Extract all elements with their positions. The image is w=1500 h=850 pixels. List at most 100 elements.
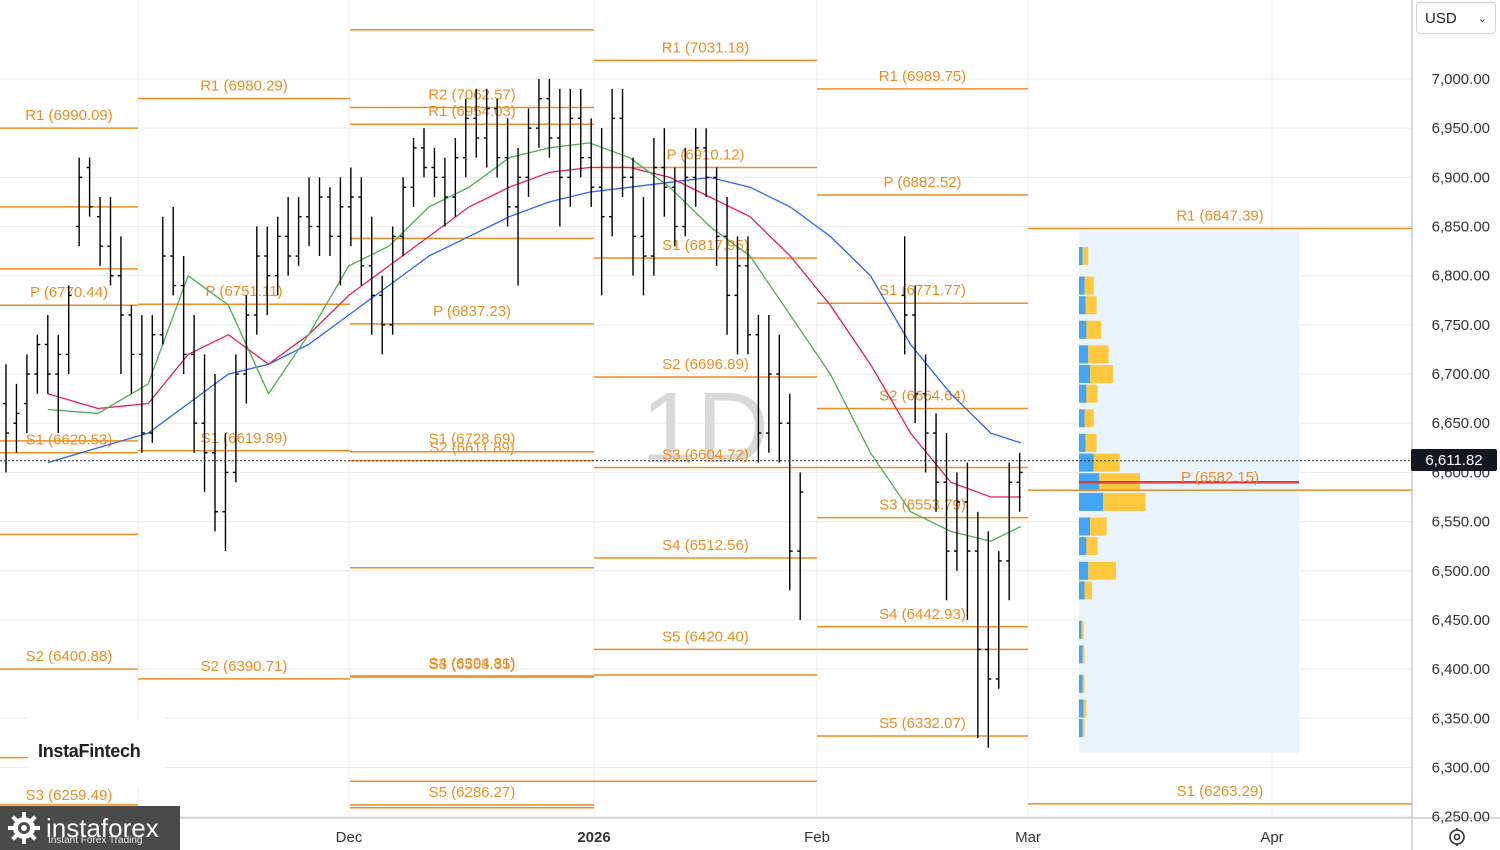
ohlc-bar [222,433,229,552]
target-settings-icon [1449,828,1465,846]
volume-bar-yellow [1086,384,1098,403]
pivot-label: S3 (6604.72) [662,446,749,463]
pivot-label: S1 (6771.77) [879,282,966,299]
ohlc-bar [326,187,333,257]
volume-bar-yellow [1082,719,1085,738]
volume-bar-blue [1079,433,1086,452]
volume-bar-blue [1079,645,1083,664]
pivot-label: S5 (6420.40) [662,628,749,645]
time-tick-label: Dec [336,829,363,846]
volume-bar-blue [1079,674,1083,693]
ohlc-bar [933,413,940,512]
ohlc-bar [630,157,636,276]
volume-bar-yellow [1086,537,1098,556]
volume-profile [1079,231,1299,753]
ohlc-bar [306,177,313,247]
volume-bar-yellow [1081,620,1084,639]
broker-name: instaforex [46,813,159,843]
volume-bar-blue [1079,620,1082,639]
pivot-label: S3 (6259.49) [26,787,113,804]
volume-bar-blue [1079,492,1104,511]
volume-bar-yellow [1084,276,1094,295]
volume-bar-yellow [1103,492,1146,511]
pivot-label: S5 (6286.27) [429,784,516,801]
volume-bar-yellow [1084,581,1092,600]
volume-bar-yellow [1093,453,1120,472]
pivot-label: R1 (6989.75) [879,68,967,85]
ohlc-bar [619,88,626,198]
pivot-label: S2 (6611.89) [429,440,515,457]
pivot-label: S3 (6553.79) [879,497,966,514]
volume-profile-area [1079,231,1299,753]
ohlc-bar [724,197,731,335]
ohlc-bar [23,354,30,434]
ohlc-bar [786,393,793,591]
ohlc-bar [170,206,177,296]
ohlc-bar [494,98,501,178]
ohlc-bar [943,433,950,601]
ohlc-bar [128,305,135,394]
brand-logo-text: InstaFintech [38,741,141,761]
pivot-label: S2 (6696.89) [662,356,749,373]
currency-value: USD [1425,9,1457,27]
ohlc-bar [953,472,960,571]
ohlc-bar [974,511,981,738]
ohlc-bar [389,226,396,335]
pivot-label: R1 (6954.03) [428,103,516,120]
ohlc-bar [682,147,689,237]
pivot-label: S4 (6512.56) [662,537,749,554]
volume-bar-blue [1079,561,1089,580]
price-tick-label: 6,850.00 [1432,219,1490,236]
volume-bar-blue [1079,517,1091,536]
ohlc-bar [431,147,438,198]
broker-logo: instaforex Instant Forex Trading [0,806,180,850]
ohlc-bar [149,315,156,443]
ohlc-bar [765,315,772,453]
ohlc-bar [337,177,344,286]
ohlc-bar [452,138,459,217]
price-tick-label: 6,550.00 [1432,514,1490,531]
price-tick-label: 7,000.00 [1432,71,1490,88]
ohlc-bar [86,157,93,217]
ohlc-bar [567,88,574,207]
ohlc-bar [379,275,386,355]
ohlc-bar [253,226,260,335]
price-axis[interactable]: 6,250.00 6,300.00 6,350.00 6,400.00 6,450.00… [1432,71,1490,826]
ohlc-bar [76,157,83,247]
ohlc-bar [462,98,469,178]
ohlc-bar [421,128,427,178]
ohlc-bar [546,79,553,158]
ohlc-bar [180,256,187,375]
ohlc-bar [922,354,929,473]
volume-bar-blue [1079,296,1086,315]
ohlc-bar [13,383,20,453]
ohlc-bar [97,197,104,266]
pivot-label: R2 (7062.57) [428,87,516,104]
ohlc-bar [797,472,804,620]
time-tick-label: Feb [804,829,830,846]
price-tick-label: 6,400.00 [1432,661,1490,678]
ohlc-bar [515,147,522,286]
volume-bar-blue [1079,345,1089,364]
ohlc-bar [985,531,992,748]
price-tick-label: 6,950.00 [1432,120,1490,137]
volume-bar-yellow [1088,345,1109,364]
ohlc-bar [473,88,480,158]
time-axis[interactable]: Dec 2026 Feb Mar Apr [336,829,1284,846]
currency-select[interactable]: USD ⌄ [1416,2,1496,34]
pivot-label: S4 (6394.81) [429,655,516,672]
settings-button[interactable] [1446,826,1468,848]
volume-bar-blue [1079,365,1091,384]
timeframe-watermark: 1D [641,372,769,484]
ohlc-bar [107,197,114,286]
ohlc-bar [1006,462,1013,601]
ohlc-bar [912,285,919,424]
chevron-down-icon: ⌄ [1477,12,1487,25]
volume-bar-blue [1079,699,1084,718]
volume-bar-blue [1079,409,1085,428]
ohlc-bar [285,197,292,276]
ohlc-bar [55,334,62,434]
ohlc-bar [212,374,218,532]
volume-bar-yellow [1088,561,1116,580]
